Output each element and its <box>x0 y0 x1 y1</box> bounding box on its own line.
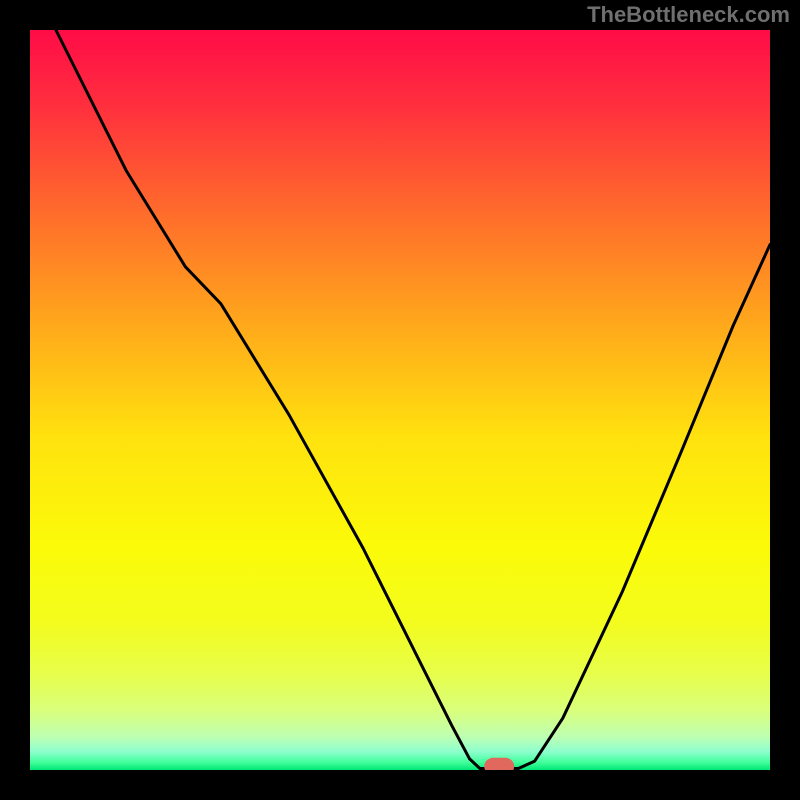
optimal-marker <box>484 758 514 770</box>
plot-area <box>30 30 770 770</box>
watermark-label: TheBottleneck.com <box>587 2 790 28</box>
bottleneck-chart <box>30 30 770 770</box>
gradient-background <box>30 30 770 770</box>
chart-frame: TheBottleneck.com <box>0 0 800 800</box>
